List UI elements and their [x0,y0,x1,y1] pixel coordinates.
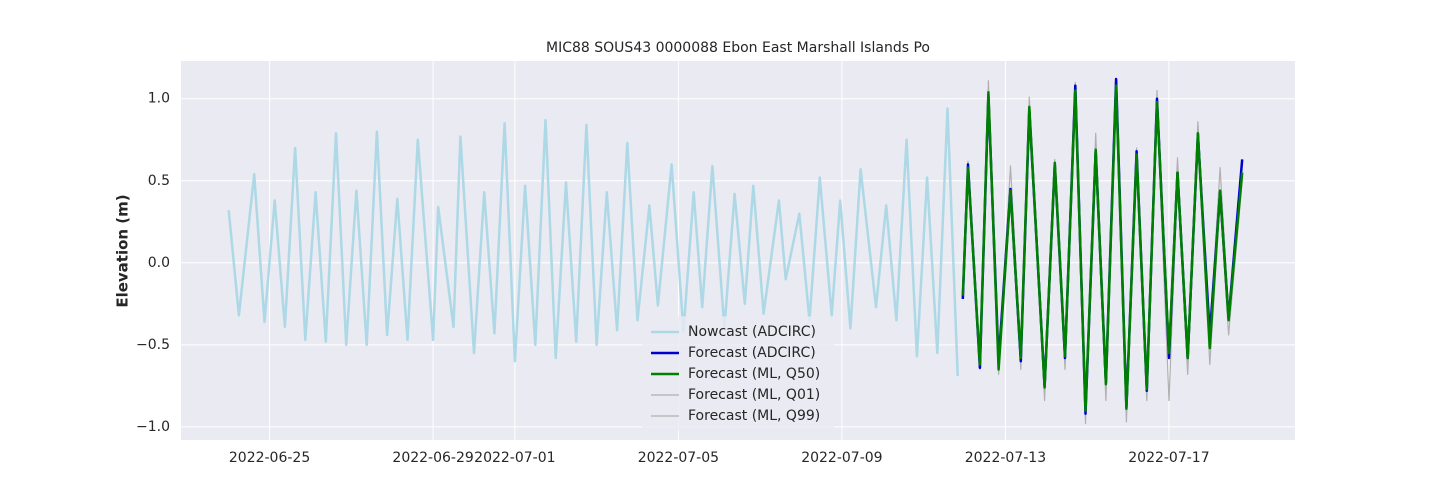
y-tick-label: 0.5 [148,173,170,189]
y-tick-label: 0.0 [148,255,170,271]
legend: Nowcast (ADCIRC) Forecast (ADCIRC) Forecas… [642,316,834,431]
series-line [227,107,959,377]
legend-label: Forecast (ML, Q99) [688,408,820,424]
x-tick-label: 2022-06-29 [392,450,473,466]
series-line [961,84,1244,412]
x-tick-label: 2022-07-09 [801,450,882,466]
y-tick-label: 1.0 [148,91,170,107]
y-axis-label: Elevation (m) [114,194,132,307]
x-tick-label: 2022-07-01 [474,450,555,466]
x-tick-label: 2022-07-13 [965,450,1046,466]
y-tick-label: −1.0 [136,419,170,435]
x-tick-label: 2022-07-05 [638,450,719,466]
legend-box [642,316,834,431]
legend-label: Forecast (ML, Q50) [688,366,820,382]
legend-label: Forecast (ADCIRC) [688,345,816,361]
chart-title: MIC88 SOUS43 0000088 Ebon East Marshall … [546,40,930,56]
y-tick-label: −0.5 [136,337,170,353]
x-tick-label: 2022-07-17 [1128,450,1209,466]
legend-label: Forecast (ML, Q01) [688,387,820,403]
x-tick-label: 2022-06-25 [229,450,310,466]
legend-label: Nowcast (ADCIRC) [688,324,816,340]
lines [227,77,1244,425]
